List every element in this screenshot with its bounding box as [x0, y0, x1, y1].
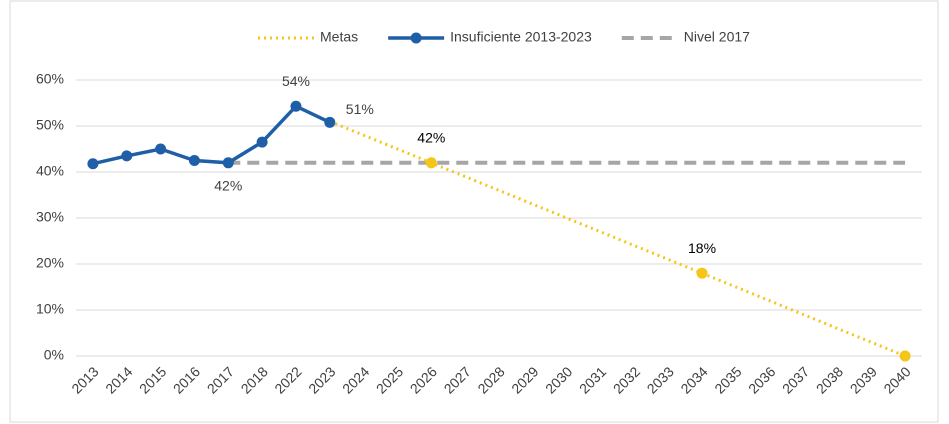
series-line [92, 104, 331, 166]
point [696, 267, 708, 279]
y-tick-label: 20% [36, 255, 64, 271]
data-label: 51% [346, 101, 374, 117]
data-label: 18% [688, 240, 716, 256]
point [188, 155, 200, 166]
point [155, 143, 167, 155]
point [87, 158, 99, 170]
legend-label: Metas [320, 29, 358, 45]
legend-marker [410, 32, 422, 44]
y-tick-label: 10% [36, 301, 64, 317]
point [121, 150, 133, 162]
point [324, 116, 336, 128]
series-line [329, 120, 906, 358]
legend-label: Nivel 2017 [684, 29, 750, 45]
legend-label: Insuficiente 2013-2023 [450, 29, 592, 45]
y-tick-label: 30% [36, 209, 64, 225]
point [290, 100, 302, 112]
data-label: 54% [282, 73, 310, 89]
point [222, 157, 234, 169]
data-label: 42% [214, 178, 242, 194]
point [425, 157, 437, 169]
y-tick-label: 50% [36, 117, 64, 133]
point [899, 350, 911, 362]
chart-border [9, 0, 939, 423]
point [256, 136, 268, 148]
y-tick-label: 60% [36, 71, 64, 87]
data-label: 42% [417, 130, 445, 146]
y-tick-label: 40% [36, 163, 64, 179]
y-tick-label: 0% [44, 347, 64, 363]
